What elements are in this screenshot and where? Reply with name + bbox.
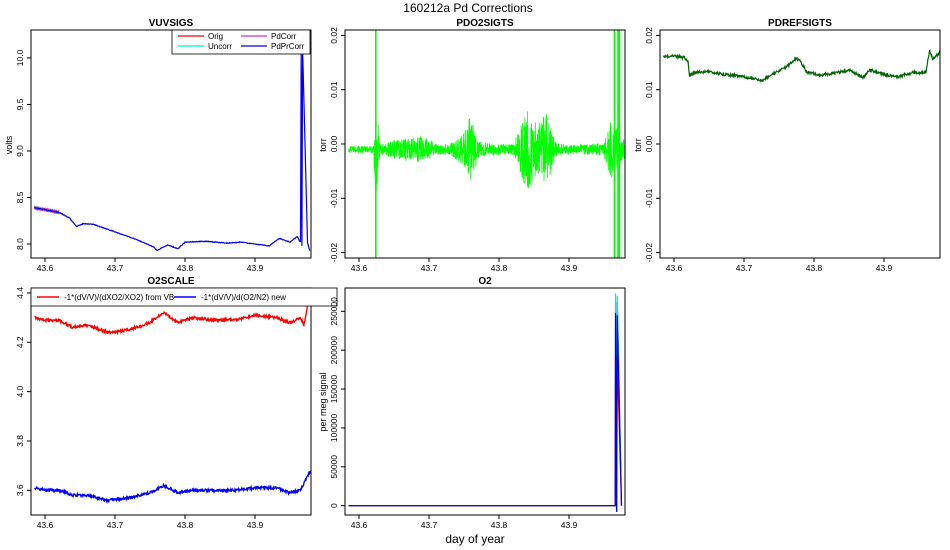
series-line <box>348 356 623 512</box>
y-tick-label: 0.01 <box>644 81 654 98</box>
figure-xlabel: day of year <box>445 532 504 546</box>
y-tick-label: 9.0 <box>15 145 25 157</box>
x-tick-label: 43.8 <box>806 263 823 273</box>
y-tick-label: -0.01 <box>329 188 339 208</box>
y-tick-label: -0.02 <box>644 243 654 263</box>
x-tick-label: 43.9 <box>247 520 264 530</box>
x-tick-label: 43.6 <box>666 263 683 273</box>
y-axis-label: torr <box>318 138 328 152</box>
y-tick-label: 3.8 <box>15 435 25 447</box>
x-tick-label: 43.8 <box>491 520 508 530</box>
legend-entry: Orig <box>208 32 223 41</box>
x-tick-label: 43.9 <box>247 263 264 273</box>
panel-title: O2SCALE <box>147 276 195 287</box>
y-tick-label: 0.01 <box>329 81 339 98</box>
plot-area <box>662 49 940 83</box>
plot-area <box>34 304 311 504</box>
panel-title: PDREFSIGTS <box>768 18 832 29</box>
y-tick-label: 100000 <box>329 413 339 442</box>
x-tick-label: 43.9 <box>561 263 578 273</box>
y-tick-label: 4.0 <box>15 385 25 397</box>
legend-entry: PdCorr <box>271 32 297 41</box>
plot-area <box>348 293 623 512</box>
panel-title: PDO2SIGTS <box>456 18 514 29</box>
y-tick-label: 0.02 <box>644 27 654 44</box>
panel-o2: O2 43.6 43.7 43.8 43.9 0 50000 100000 150000 2000… <box>318 276 626 530</box>
x-tick-label: 43.7 <box>107 520 124 530</box>
x-tick-label: 43.9 <box>876 263 893 273</box>
y-tick-label: 8.5 <box>15 191 25 203</box>
plot-area <box>33 48 311 252</box>
x-tick-label: 43.6 <box>37 520 54 530</box>
series-line <box>34 48 311 252</box>
x-tick-label: 43.8 <box>177 520 194 530</box>
legend-entry: -1*(dV/V)/(dXO2/XO2) from VB <box>64 293 174 302</box>
y-tick-label: 3.6 <box>15 484 25 496</box>
panel-vuvsigs: VUVSIGS 43.6 43.7 43.8 43.9 8.0 8.5 9.0 9.5 10.0 v… <box>4 18 312 273</box>
x-tick-label: 43.8 <box>177 263 194 273</box>
legend: -1*(dV/V)/(dXO2/XO2) from VB -1*(dV/V)/d(… <box>30 287 338 307</box>
series-line <box>348 293 623 512</box>
panel-title: O2 <box>478 276 492 287</box>
panel-title: VUVSIGS <box>149 18 194 29</box>
plot-frame <box>344 29 626 259</box>
series-line <box>348 106 625 198</box>
y-tick-label: 0.00 <box>644 135 654 152</box>
panel-o2scale: O2SCALE 43.6 43.7 43.8 43.9 3.6 3.8 4.0 4.2 4.4 -1… <box>15 276 338 530</box>
plot-frame <box>30 287 312 516</box>
y-tick-label: 0.00 <box>329 135 339 152</box>
y-tick-label: 4.2 <box>15 336 25 348</box>
x-tick-label: 43.6 <box>351 263 368 273</box>
y-tick-label: 9.5 <box>15 98 25 110</box>
y-tick-label: 50000 <box>329 455 339 479</box>
y-tick-label: -0.02 <box>329 243 339 263</box>
plot-area <box>348 30 625 258</box>
series-line <box>662 49 940 83</box>
legend-entry: Uncorr <box>208 42 232 51</box>
series-line <box>348 312 623 512</box>
x-tick-label: 43.6 <box>351 520 368 530</box>
y-tick-label: 10.0 <box>15 49 25 66</box>
series-line <box>34 469 311 504</box>
plot-frame <box>344 287 626 516</box>
y-tick-label: 0 <box>329 503 339 508</box>
y-tick-label: 150000 <box>329 375 339 404</box>
plot-frame <box>659 29 941 259</box>
y-tick-label: 4.4 <box>15 287 25 299</box>
panels: VUVSIGS 43.6 43.7 43.8 43.9 8.0 8.5 9.0 9.5 10.0 v… <box>4 18 941 530</box>
figure-title: 160212a Pd Corrections <box>403 1 532 15</box>
panel-pdrefsigts: PDREFSIGTS 43.6 43.7 43.8 43.9 -0.02 -0.01 0.00… <box>633 18 941 273</box>
y-tick-label: -0.01 <box>644 188 654 208</box>
y-tick-label: 0.02 <box>329 27 339 44</box>
plot-frame <box>30 29 312 259</box>
legend-entry: -1*(dV/V)/d(O2/N2) new <box>201 293 286 302</box>
y-axis-label: per meg signal <box>318 372 328 431</box>
x-tick-label: 43.7 <box>107 263 124 273</box>
x-tick-label: 43.8 <box>491 263 508 273</box>
y-axis-label: torr <box>633 138 643 152</box>
y-tick-label: 200000 <box>329 336 339 365</box>
series-line <box>348 301 623 512</box>
x-tick-label: 43.7 <box>421 263 438 273</box>
x-tick-label: 43.7 <box>736 263 753 273</box>
legend-entry: PdPrCorr <box>271 42 305 51</box>
y-tick-label: 8.0 <box>15 238 25 250</box>
x-tick-label: 43.9 <box>561 520 578 530</box>
y-axis-label: volts <box>4 135 14 154</box>
y-tick-label: 250000 <box>329 297 339 326</box>
panel-pdo2sigts: PDO2SIGTS 43.6 43.7 43.8 43.9 -0.02 -0.01 0.00 0… <box>318 18 626 273</box>
x-tick-label: 43.7 <box>421 520 438 530</box>
x-tick-label: 43.6 <box>37 263 54 273</box>
series-line <box>34 304 309 336</box>
